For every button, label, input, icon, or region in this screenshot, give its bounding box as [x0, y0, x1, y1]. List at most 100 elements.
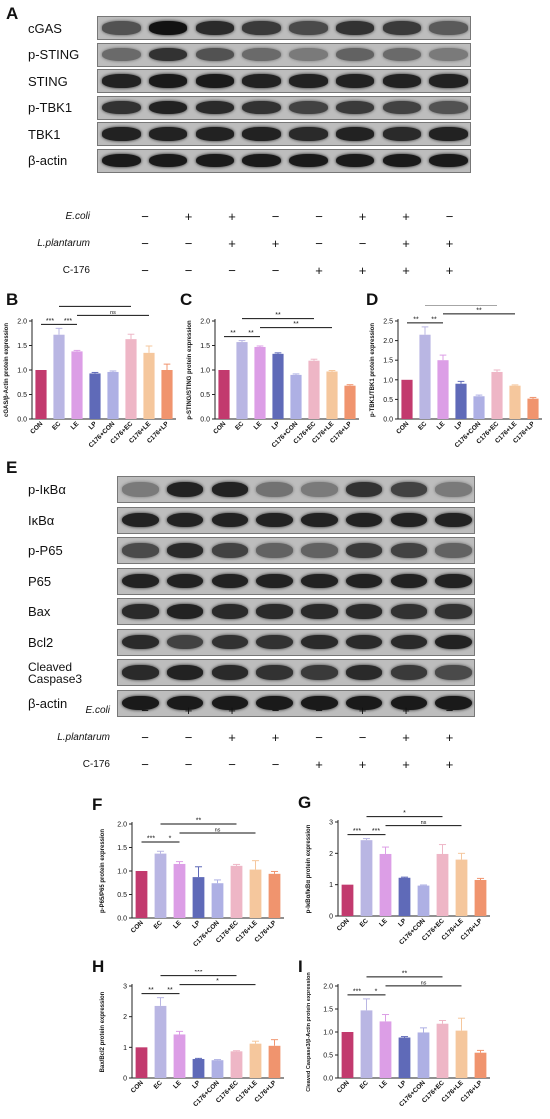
significance-label: ns: [215, 828, 221, 834]
x-tick-label: EC: [417, 420, 429, 432]
blot-e-row-label: IκBα: [28, 512, 55, 528]
bar-c176-lp: [474, 1052, 487, 1078]
blot-a-band: [382, 100, 422, 115]
bar-c176-le: [249, 1043, 262, 1078]
blot-e-band: [345, 512, 383, 528]
bar-c176-con: [290, 374, 302, 419]
significance-label: ns: [421, 980, 427, 986]
blot-a-band: [148, 74, 188, 88]
treat-a-treatment-sign: −: [445, 209, 454, 224]
bar-c176-le: [455, 859, 468, 916]
bar-c176-ec: [125, 339, 137, 419]
blot-a-band: [102, 100, 141, 115]
treat-a-treatment-sign: +: [402, 209, 410, 224]
blot-a-band: [429, 153, 468, 168]
treat-e-treatment-sign: −: [271, 703, 280, 718]
bar-c176-ec: [230, 865, 243, 918]
significance-label: ns: [421, 820, 427, 826]
treat-e-treatment-label: C-176: [82, 759, 110, 770]
significance-label: *: [216, 978, 219, 985]
panel-label-d: D: [366, 290, 379, 309]
blot-e-row-label: P65: [28, 573, 52, 589]
x-tick-label: LP: [88, 420, 99, 431]
blot-e-band: [435, 695, 472, 711]
significance-label: ***: [353, 828, 361, 835]
treat-e-treatment-sign: +: [402, 703, 410, 718]
panel-label-a: A: [6, 4, 19, 23]
bar-c176-ec: [308, 360, 320, 419]
bar-c176-con: [473, 396, 485, 419]
y-tick-label: 0.0: [383, 417, 393, 424]
blot-e-band: [390, 665, 428, 680]
treat-a-treatment-sign: −: [184, 236, 193, 251]
treat-e-treatment-sign: −: [184, 730, 193, 745]
blot-e-row-label: p-P65: [28, 543, 63, 558]
y-tick-label: 2.0: [323, 984, 333, 991]
y-tick-label: 2.0: [200, 319, 210, 326]
significance-label: ***: [64, 318, 72, 325]
bar-lp: [272, 353, 284, 419]
bar-c176-con: [417, 885, 430, 916]
blot-a-band: [289, 74, 328, 88]
treat-e-treatment-sign: −: [315, 730, 323, 745]
x-tick-label: CON: [336, 917, 351, 932]
blot-e-band: [301, 604, 338, 619]
blot-e-blot-strip: [117, 567, 475, 595]
chart-f: p-P65/P65 protein expression 0.0 0.5 1.0 1.5…: [100, 818, 284, 948]
blot-a-blot-strip: [97, 95, 471, 120]
blot-a-band: [335, 153, 375, 168]
bar-c176-ec: [436, 853, 449, 916]
blot-e-band: [435, 512, 472, 528]
blot-a-band: [335, 100, 375, 115]
chart-c: p-STING/STING protein expression 0.0 0.5 1.…: [187, 312, 359, 449]
y-tick-label: 1.0: [323, 1030, 333, 1037]
blot-e-band: [345, 573, 383, 589]
blot-e-band: [345, 695, 383, 711]
bar-c176-lp: [268, 873, 281, 918]
blot-e-band: [122, 573, 159, 589]
x-tick-label: LE: [378, 1079, 389, 1090]
x-tick-label: CON: [130, 919, 145, 934]
treat-a-treatment-sign: −: [141, 263, 149, 278]
y-tick-label: 1.0: [383, 377, 393, 384]
x-tick-label: LE: [436, 420, 447, 431]
blot-e-band: [345, 604, 383, 619]
blot-e-band: [122, 665, 159, 680]
blot-a-band: [102, 127, 141, 141]
treat-a-treatment-sign: +: [445, 236, 454, 251]
treat-a-treatment-sign: +: [184, 209, 193, 224]
significance-label: *: [375, 988, 378, 995]
bar-c176-le: [143, 352, 155, 419]
treat-a-treatment-sign: −: [271, 263, 280, 278]
panel-label-i: I: [298, 957, 303, 976]
blot-e-band: [256, 543, 293, 558]
blot-e-band: [166, 665, 204, 680]
blot-e-band: [256, 573, 293, 589]
y-tick-label: 2.0: [117, 822, 127, 829]
x-tick-label: LP: [271, 420, 282, 431]
panel-label-e: E: [6, 458, 18, 477]
x-tick-label: CON: [336, 1079, 351, 1094]
blot-e-band: [166, 482, 204, 497]
y-tick-label: 1.0: [117, 869, 127, 876]
y-tick-label: 3: [329, 820, 333, 827]
bar-c176-lp: [344, 385, 356, 419]
blot-e-band: [211, 482, 249, 497]
bar-lp: [455, 383, 467, 419]
western-blot-e: p-IκBα IκBα p-P65 P65 Bax Bcl2 Cleaved Caspase…: [28, 476, 475, 717]
blot-a-band: [289, 47, 328, 62]
blot-a-band: [289, 100, 328, 115]
bar-lp: [398, 877, 411, 916]
blot-a-band: [148, 127, 188, 141]
blot-e-band: [301, 543, 338, 558]
blot-e-row-label: Bcl2: [28, 634, 54, 650]
x-tick-label: EC: [359, 1079, 371, 1091]
treat-e-treatment-sign: +: [184, 703, 193, 718]
bar-con: [35, 370, 47, 419]
blot-e-band: [166, 573, 204, 589]
blot-e-band: [435, 665, 472, 680]
blot-e-row-label: Cleaved Caspase3: [28, 660, 83, 686]
significance-label: **: [275, 312, 281, 319]
blot-e-row-label: Bax: [28, 604, 51, 619]
bar-con: [341, 1032, 354, 1078]
